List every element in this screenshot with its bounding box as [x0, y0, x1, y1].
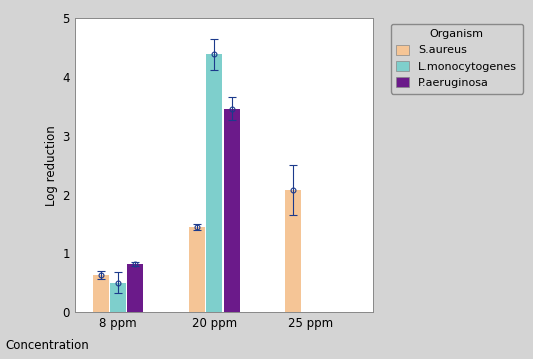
- Bar: [223, 109, 239, 312]
- Bar: [93, 275, 109, 312]
- Bar: [189, 227, 205, 312]
- Legend: S.aureus, L.monocytogenes, P.aeruginosa: S.aureus, L.monocytogenes, P.aeruginosa: [391, 23, 523, 94]
- Bar: [206, 55, 222, 312]
- Bar: [127, 264, 143, 312]
- Text: Concentration: Concentration: [5, 339, 89, 352]
- Bar: [110, 283, 126, 312]
- Y-axis label: Log reduction: Log reduction: [45, 125, 58, 205]
- Bar: [285, 190, 301, 312]
